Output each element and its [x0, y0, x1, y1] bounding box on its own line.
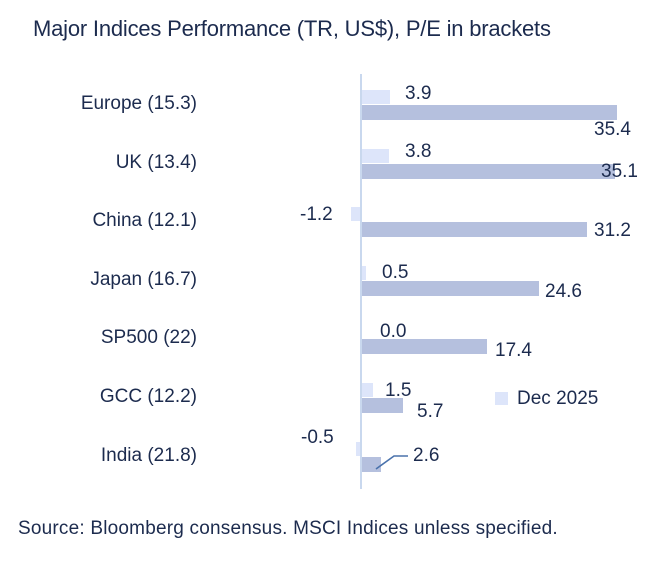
bar-dec-2025: [356, 442, 360, 456]
value-label-consensus: 17.4: [495, 340, 532, 361]
bar-consensus: [362, 398, 403, 413]
value-label-dec-2025: -1.2: [300, 204, 333, 225]
value-label-dec-2025: -0.5: [301, 427, 334, 448]
category-label: SP500 (22): [100, 327, 197, 348]
value-label-consensus: 35.1: [601, 161, 638, 182]
value-label-dec-2025: 0.0: [380, 321, 407, 342]
bar-consensus: [362, 281, 539, 296]
chart-title: Major Indices Performance (TR, US$), P/E…: [33, 16, 551, 41]
bar-dec-2025: [362, 266, 366, 280]
category-label: Japan (16.7): [90, 269, 197, 290]
source-note: Source: Bloomberg consensus. MSCI Indice…: [18, 518, 558, 539]
value-label-consensus: 24.6: [545, 281, 582, 302]
bar-dec-2025: [362, 90, 390, 104]
value-label-consensus: 2.6: [413, 445, 440, 466]
bar-consensus: [362, 339, 487, 354]
category-label: GCC (12.2): [99, 386, 197, 407]
value-label-dec-2025: 3.9: [405, 83, 432, 104]
bar-dec-2025: [351, 207, 360, 221]
category-label: India (21.8): [100, 445, 197, 466]
bar-consensus: [362, 164, 615, 179]
legend-label: Dec 2025: [517, 388, 599, 409]
bar-consensus: [362, 457, 381, 472]
category-label: China (12.1): [92, 210, 197, 231]
bar-consensus: [362, 105, 617, 120]
value-label-consensus: 31.2: [594, 220, 631, 241]
value-label-consensus: 35.4: [594, 119, 631, 140]
bar-dec-2025: [362, 383, 373, 397]
legend: Dec 2025: [495, 389, 598, 408]
value-label-dec-2025: 0.5: [382, 262, 409, 283]
bar-consensus: [362, 222, 587, 237]
zero-baseline-axis: [360, 74, 362, 489]
category-label: Europe (15.3): [80, 93, 197, 114]
legend-swatch-dec-2025: [495, 392, 508, 405]
category-label: UK (13.4): [115, 152, 197, 173]
value-label-dec-2025: 1.5: [385, 380, 412, 401]
bar-dec-2025: [362, 149, 389, 163]
value-label-consensus: 5.7: [417, 401, 444, 422]
value-label-dec-2025: 3.8: [405, 141, 432, 162]
